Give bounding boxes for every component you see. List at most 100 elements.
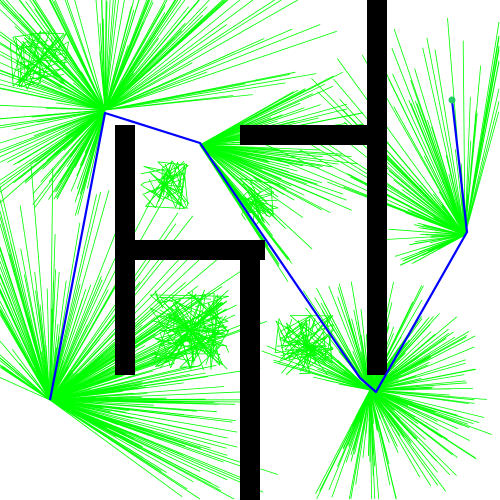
tree-edge (49, 399, 238, 448)
tree-edge (79, 109, 106, 200)
tree-edge (243, 187, 253, 197)
tree-edge (49, 370, 87, 401)
tree-edge (280, 331, 307, 370)
tree-edge (76, 109, 106, 177)
tree-edge (304, 344, 332, 360)
tree-edge (254, 194, 272, 201)
tree-edge (306, 359, 371, 391)
tree-edge (285, 335, 306, 346)
tree-edge (254, 199, 278, 201)
tree-edge (189, 329, 228, 335)
tree-edge (49, 276, 102, 401)
tree-edge (321, 310, 371, 391)
tree-edge (369, 389, 459, 430)
tree-edge (19, 205, 51, 401)
tree-edge (49, 284, 92, 401)
tree-edge (369, 389, 447, 492)
tree-edge (438, 191, 466, 236)
tree-edge (19, 59, 41, 64)
tree-edge (279, 339, 306, 346)
tree-edge (164, 184, 185, 188)
tree-edge (464, 101, 500, 236)
tree-edge (199, 144, 289, 173)
tree-edge (280, 315, 311, 332)
tree-edge (369, 389, 372, 500)
tree-edge (240, 178, 280, 185)
tree-edge (365, 389, 371, 434)
tree-edge (199, 144, 272, 188)
tree-edge (104, 95, 234, 111)
tree-edge (270, 187, 274, 216)
tree-edge (243, 200, 248, 206)
tree-edge (369, 374, 465, 391)
tree-edge (154, 290, 164, 309)
tree-edge (0, 83, 106, 111)
tree-edge (49, 399, 194, 483)
tree-edge (464, 62, 500, 236)
tree-edge (426, 37, 466, 236)
tree-edge (40, 109, 106, 183)
tree-edge (385, 234, 466, 240)
tree-edge (0, 313, 51, 401)
tree-edge (317, 91, 466, 236)
obstacle-wall-5 (240, 240, 260, 500)
tree-edge (143, 166, 172, 173)
tree-edge (9, 42, 14, 87)
tree-edge (32, 0, 106, 111)
tree-edge (49, 399, 104, 403)
tree-edge (189, 320, 229, 331)
tree-edge (24, 109, 106, 184)
tree-edge (0, 109, 106, 163)
tree-edge (167, 315, 191, 331)
tree-edge (401, 189, 466, 236)
tree-edge (277, 327, 285, 360)
tree-edge (104, 5, 166, 111)
tree-edge (313, 329, 335, 345)
tree-edge (275, 349, 299, 354)
tree-edge (104, 6, 190, 111)
tree-edge (416, 103, 466, 236)
tree-edge (49, 399, 222, 492)
tree-edge (49, 300, 162, 401)
tree-edge (369, 389, 470, 441)
tree-edge (54, 0, 106, 111)
tree-edge (49, 226, 119, 401)
tree-edge (189, 329, 214, 354)
tree-edge (104, 0, 241, 111)
tree-edge (394, 234, 466, 257)
tree-edge (336, 133, 466, 236)
tree-edge (369, 389, 418, 440)
tree-edge (189, 308, 227, 331)
tree-edge (49, 399, 186, 447)
tree-edge (369, 389, 475, 404)
tree-edge (25, 45, 62, 51)
tree-edge (300, 321, 334, 349)
tree-edge (39, 59, 62, 84)
tree-edge (296, 339, 305, 343)
tree-edge (254, 199, 264, 210)
tree-edge (402, 234, 466, 262)
tree-edge (303, 339, 306, 346)
tree-edge (212, 294, 218, 354)
tree-edge (336, 58, 466, 236)
tree-edge (5, 0, 106, 111)
tree-edge (15, 37, 19, 48)
tree-edge (142, 193, 156, 209)
tree-edge (305, 347, 332, 370)
tree-edge (171, 307, 192, 370)
tree-edge (199, 144, 331, 214)
tree-edge (37, 109, 106, 123)
tree-edge (49, 194, 97, 401)
tree-edge (280, 334, 306, 360)
tree-edge (20, 248, 51, 401)
tree-edge (0, 377, 51, 401)
tree-edge (369, 368, 475, 391)
tree-edge (393, 28, 466, 236)
tree-edge (104, 14, 204, 111)
tree-edge (0, 43, 106, 111)
obstacle-wall-2 (240, 125, 387, 145)
tree-edge (154, 350, 158, 360)
tree-edge (13, 83, 106, 111)
tree-edge (338, 283, 371, 391)
tree-edge (104, 0, 125, 111)
